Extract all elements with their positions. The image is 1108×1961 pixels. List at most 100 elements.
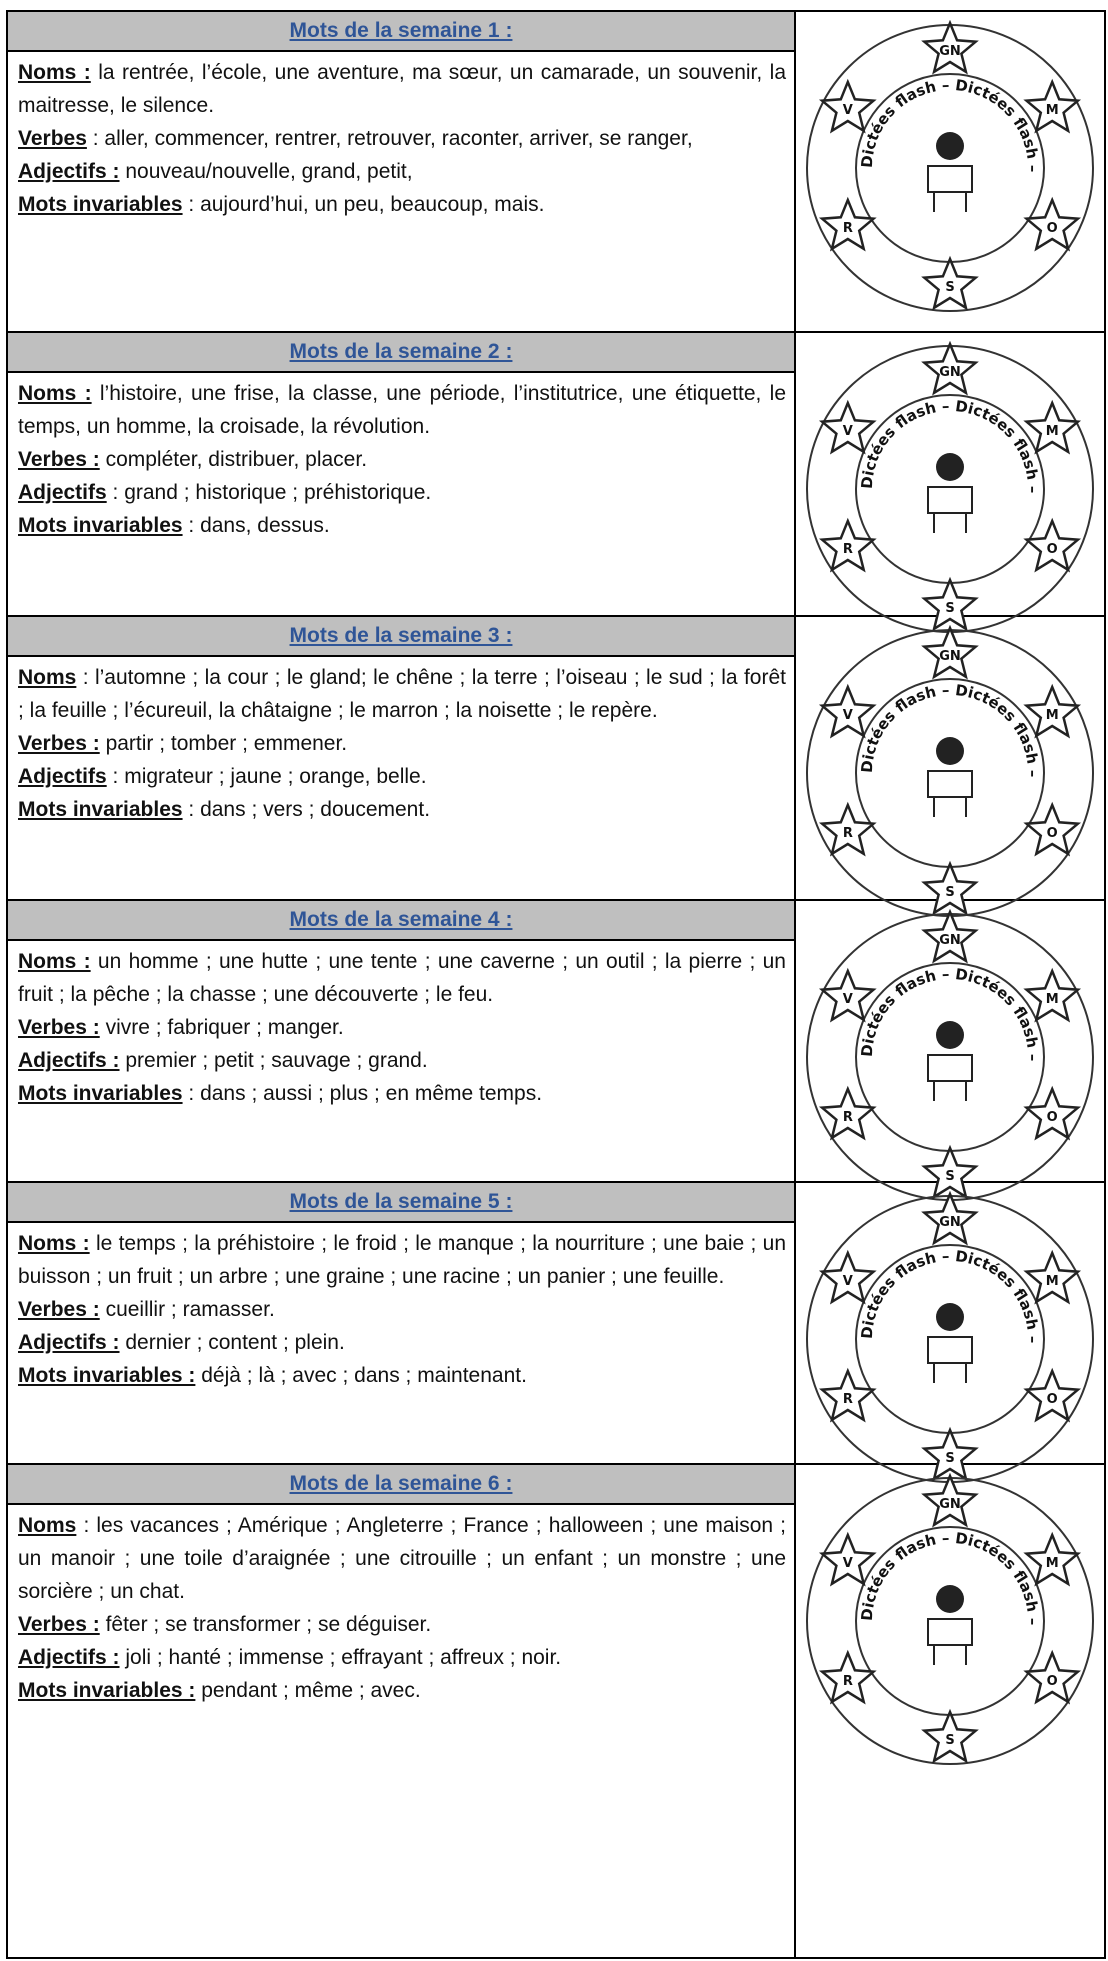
star-label: GN (939, 44, 961, 59)
star-label: GN (939, 365, 961, 380)
star-label: V (843, 992, 853, 1007)
week-title: Mots de la semaine 2 : (289, 340, 513, 363)
word-text: dernier ; content ; plein. (125, 1331, 345, 1354)
word-text: un homme ; une hutte ; une tente ; une c… (18, 950, 786, 1006)
word-list: Verbes : partir ; tomber ; emmener. (18, 727, 786, 760)
week-row: Mots de la semaine 5 : Noms : le temps ; … (8, 1183, 1106, 1483)
category-label: Adjectifs : (18, 1049, 120, 1072)
figure-head (936, 1021, 964, 1049)
star-label: R (843, 1392, 853, 1407)
star-label: M (1046, 1274, 1059, 1289)
week-header: Mots de la semaine 5 : (8, 1183, 794, 1223)
figure-head (936, 453, 964, 481)
category-label: Noms : (18, 1232, 90, 1255)
figure-desk (927, 486, 973, 514)
word-text: : migrateur ; jaune ; orange, belle. (112, 765, 427, 788)
star-label: V (843, 424, 853, 439)
word-text: : dans ; vers ; doucement. (188, 798, 431, 821)
word-text: : aujourd’hui, un peu, beaucoup, mais. (188, 193, 545, 216)
category-label: Noms (18, 666, 77, 689)
star (921, 576, 979, 632)
star-label: O (1047, 221, 1058, 236)
category-label: Mots invariables : (18, 1679, 196, 1702)
word-text: pendant ; même ; avec. (201, 1679, 421, 1702)
week-cell: Mots de la semaine 4 : Noms : un homme ; … (8, 901, 796, 1181)
star (818, 967, 877, 1023)
category-label: Noms : (18, 950, 91, 973)
word-list: Adjectifs : dernier ; content ; plein. (18, 1326, 786, 1359)
word-text: déjà ; là ; avec ; dans ; maintenant. (201, 1364, 527, 1387)
week-cell: Mots de la semaine 5 : Noms : le temps ; … (8, 1183, 796, 1463)
category-label: Verbes (18, 127, 87, 150)
star-label: R (843, 221, 853, 236)
category-label: Mots invariables (18, 193, 183, 216)
star-label: GN (939, 933, 961, 948)
week-cell: Mots de la semaine 1 : Noms : la rentrée,… (8, 12, 796, 331)
star-label: V (843, 1556, 853, 1571)
figure-desk (927, 770, 973, 798)
star (921, 860, 979, 916)
word-text: cueillir ; ramasser. (105, 1298, 275, 1321)
week-title: Mots de la semaine 5 : (289, 1190, 513, 1213)
emblem-cell: Dictées flash – Dictées flash – GN M O S R V (796, 1465, 1106, 1957)
emblem-cell: Dictées flash – Dictées flash – GN M O S R V (796, 617, 1106, 917)
star (818, 196, 877, 252)
category-label: Verbes : (18, 732, 100, 755)
word-text: vivre ; fabriquer ; manger. (105, 1016, 344, 1039)
word-list: Mots invariables : dans ; aussi ; plus ;… (18, 1077, 786, 1110)
star (1023, 1367, 1082, 1423)
week-row: Mots de la semaine 1 : Noms : la rentrée,… (8, 12, 1106, 333)
week-cell: Mots de la semaine 6 : Noms : les vacance… (8, 1465, 796, 1957)
star (1023, 399, 1082, 455)
figure-desk (927, 165, 973, 193)
star (1023, 1085, 1082, 1141)
star (1023, 1649, 1082, 1705)
figure-head (936, 1585, 964, 1613)
star (921, 255, 979, 311)
word-text: : les vacances ; Amérique ; Angleterre ;… (18, 1514, 786, 1603)
star-label: M (1046, 708, 1059, 723)
star-label: S (945, 1733, 954, 1748)
star-label: S (945, 280, 954, 295)
word-list: Verbes : compléter, distribuer, placer. (18, 443, 786, 476)
word-list: Noms : un homme ; une hutte ; une tente … (18, 945, 786, 1011)
emblem-cell: Dictées flash – Dictées flash – GN M O S R V (796, 901, 1106, 1201)
word-list: Mots invariables : dans ; vers ; douceme… (18, 793, 786, 826)
word-list: Verbes : vivre ; fabriquer ; manger. (18, 1011, 786, 1044)
star (818, 1649, 877, 1705)
word-list: Adjectifs : nouveau/nouvelle, grand, pet… (18, 155, 786, 188)
star-label: R (843, 826, 853, 841)
category-label: Verbes : (18, 1613, 100, 1636)
week-header: Mots de la semaine 1 : (8, 12, 794, 52)
word-list: Noms : l’histoire, une frise, la classe,… (18, 377, 786, 443)
star (818, 78, 877, 134)
star (818, 1367, 877, 1423)
week-body: Noms : l’automne ; la cour ; le gland; l… (8, 657, 794, 826)
week-body: Noms : la rentrée, l’école, une aventure… (8, 52, 794, 221)
category-label: Mots invariables (18, 798, 183, 821)
category-label: Verbes : (18, 1016, 100, 1039)
category-label: Verbes : (18, 1298, 100, 1321)
word-list: Adjectifs : grand ; historique ; préhist… (18, 476, 786, 509)
week-header: Mots de la semaine 2 : (8, 333, 794, 373)
star-label: O (1047, 1110, 1058, 1125)
word-list: Verbes : aller, commencer, rentrer, retr… (18, 122, 786, 155)
star (1023, 517, 1082, 573)
week-row: Mots de la semaine 6 : Noms : les vacance… (8, 1465, 1106, 1959)
word-list: Noms : les vacances ; Amérique ; Anglete… (18, 1509, 786, 1608)
star-label: O (1047, 1674, 1058, 1689)
category-label: Verbes : (18, 448, 100, 471)
star-label: GN (939, 1215, 961, 1230)
emblem-cell: Dictées flash – Dictées flash – GN M O S R V (796, 12, 1106, 331)
word-text: : l’automne ; la cour ; le gland; le chê… (18, 666, 786, 722)
word-list: Mots invariables : dans, dessus. (18, 509, 786, 542)
figure-head (936, 132, 964, 160)
category-label: Adjectifs : (18, 1331, 120, 1354)
word-text: la rentrée, l’école, une aventure, ma sœ… (18, 61, 786, 117)
figure-desk (927, 1618, 973, 1646)
word-text: : grand ; historique ; préhistorique. (112, 481, 432, 504)
